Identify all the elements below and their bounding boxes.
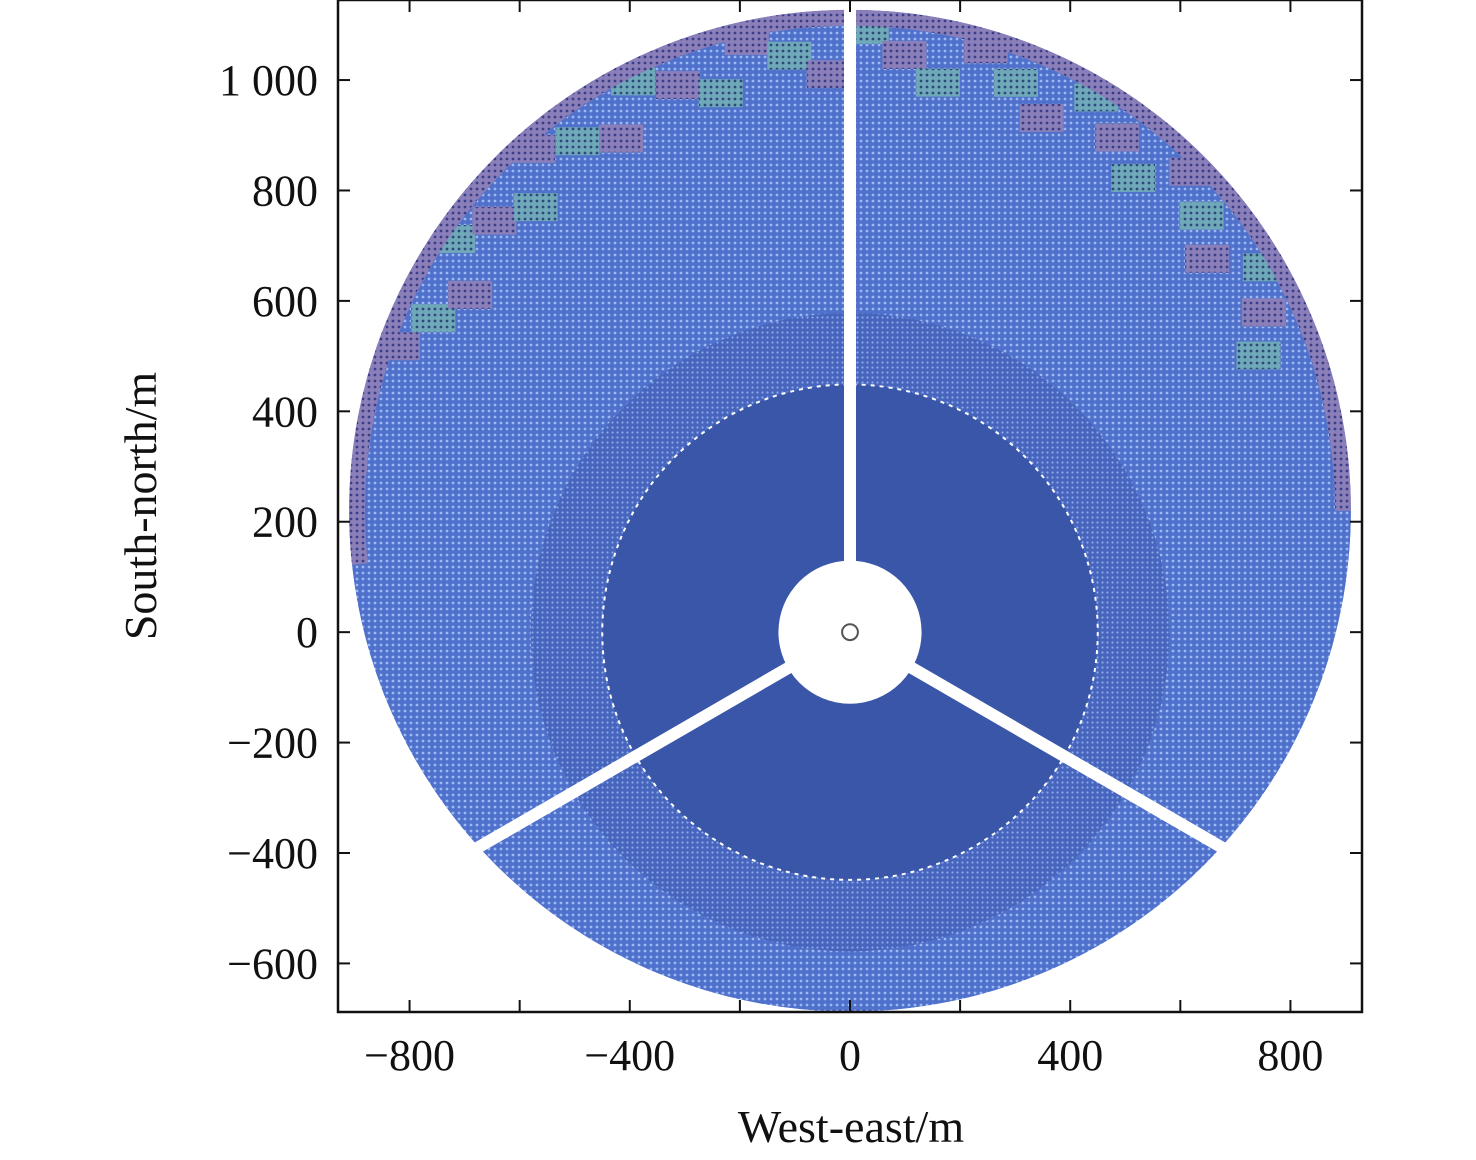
outer-band-cell — [698, 79, 743, 108]
outer-band-cell — [767, 41, 812, 70]
y-tick-label: 200 — [252, 498, 318, 547]
outer-band-cell — [915, 68, 960, 97]
center-hole — [778, 560, 922, 704]
outer-band-cell — [882, 40, 927, 69]
tower-marker — [841, 623, 859, 642]
y-tick-label: 400 — [252, 387, 318, 436]
x-axis-label: West-east/m — [738, 1101, 964, 1152]
outer-band-cell — [1236, 341, 1281, 370]
outer-band-cell — [599, 124, 644, 153]
outer-band-cell — [1095, 123, 1140, 152]
outer-band-cell — [1241, 298, 1286, 327]
outer-band-cell — [555, 127, 600, 156]
outer-band-cell — [513, 193, 558, 222]
y-tick-label: −400 — [227, 829, 318, 878]
outer-band-cell — [1019, 103, 1064, 132]
outer-band-cell — [993, 68, 1038, 97]
outer-band-cell — [656, 71, 701, 100]
x-tick-label: 0 — [839, 1031, 861, 1080]
y-tick-label: 1 000 — [219, 56, 318, 105]
y-tick-label: −200 — [227, 719, 318, 768]
corridor-210 — [470, 626, 854, 856]
outer-band-cell — [806, 60, 851, 89]
core-boundary-ring — [601, 383, 1099, 881]
y-tick-label: 800 — [252, 166, 318, 215]
y-tick-label: 600 — [252, 277, 318, 326]
x-tick-label: 400 — [1037, 1031, 1103, 1080]
outer-band-cell — [1111, 163, 1156, 192]
corridor-330 — [846, 626, 1230, 856]
outer-band-cell — [1185, 244, 1230, 273]
x-tick-label: −800 — [364, 1031, 455, 1080]
y-tick-label: −600 — [227, 939, 318, 988]
y-axis-label: South-north/m — [115, 372, 166, 641]
outer-band-cell — [448, 280, 493, 309]
x-tick-label: 800 — [1257, 1031, 1323, 1080]
y-tick-label: 0 — [296, 608, 318, 657]
outer-band-cell — [411, 304, 456, 333]
outer-band-cell — [472, 206, 517, 235]
x-tick-label: −400 — [584, 1031, 675, 1080]
outer-band-cell — [1179, 201, 1224, 230]
